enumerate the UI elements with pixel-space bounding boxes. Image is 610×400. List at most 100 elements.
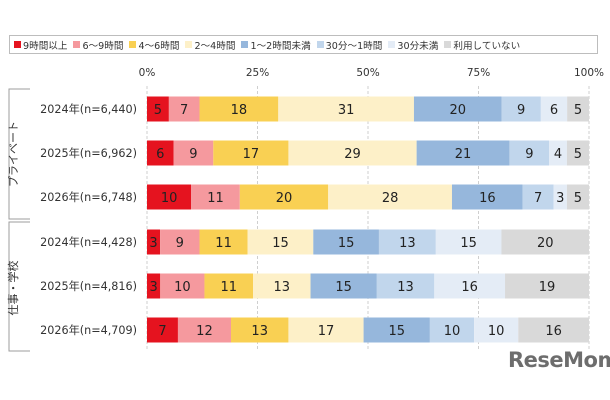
bar-segment bbox=[173, 140, 214, 166]
legend-item: 9時間以上 bbox=[14, 38, 67, 52]
legend-label: 9時間以上 bbox=[23, 40, 68, 52]
data-label: 5 bbox=[574, 191, 582, 206]
legend-item: 30分〜1時間 bbox=[316, 38, 382, 52]
legend-swatch bbox=[241, 41, 249, 48]
data-label: 5 bbox=[574, 103, 582, 118]
legend-swatch bbox=[185, 41, 193, 48]
data-label: 9 bbox=[189, 147, 197, 162]
bar-segment bbox=[160, 229, 200, 255]
bar-segment bbox=[147, 229, 161, 255]
legend-label: 4〜6時間 bbox=[138, 40, 180, 52]
legend-swatch bbox=[388, 41, 396, 48]
bar-segment bbox=[451, 184, 523, 210]
data-label: 16 bbox=[545, 324, 562, 339]
x-tick-label: 0% bbox=[139, 67, 156, 79]
bar-segment bbox=[363, 317, 430, 343]
data-label: 6 bbox=[156, 147, 164, 162]
legend-swatch bbox=[444, 41, 452, 48]
data-label: 16 bbox=[461, 280, 478, 295]
bar-segment bbox=[378, 229, 436, 255]
data-label: 19 bbox=[539, 280, 556, 295]
bar-segment bbox=[549, 140, 567, 166]
legend-swatch bbox=[129, 41, 137, 48]
data-label: 9 bbox=[517, 103, 525, 118]
bar-segment bbox=[413, 96, 502, 122]
data-label: 31 bbox=[338, 103, 355, 118]
data-label: 15 bbox=[335, 280, 352, 295]
group-label: プライベート bbox=[7, 121, 20, 187]
legend-item: 4〜6時間 bbox=[129, 38, 179, 52]
bar-segment bbox=[429, 317, 475, 343]
bar-segment bbox=[310, 273, 377, 299]
data-label: 15 bbox=[272, 236, 289, 251]
data-label: 7 bbox=[158, 324, 166, 339]
x-tick-label: 25% bbox=[246, 67, 269, 79]
data-label: 21 bbox=[455, 147, 472, 162]
bar-segment bbox=[509, 140, 550, 166]
data-label: 3 bbox=[149, 236, 157, 251]
data-label: 28 bbox=[382, 191, 399, 206]
data-label: 7 bbox=[180, 103, 188, 118]
bar-segment bbox=[505, 273, 589, 299]
data-label: 5 bbox=[574, 147, 582, 162]
x-tick-label: 100% bbox=[574, 67, 604, 79]
bar-segment bbox=[567, 96, 589, 122]
row-label: 2026年(n=6,748) bbox=[40, 190, 137, 204]
bar-segment bbox=[278, 96, 414, 122]
data-label: 15 bbox=[338, 236, 355, 251]
legend-item: 利用していない bbox=[444, 38, 520, 52]
legend-label: 2〜4時間 bbox=[194, 40, 236, 52]
data-label: 11 bbox=[220, 280, 237, 295]
bar-segment bbox=[553, 184, 567, 210]
x-tick-label: 50% bbox=[356, 67, 379, 79]
group-bracket bbox=[8, 88, 30, 220]
data-label: 18 bbox=[231, 103, 248, 118]
legend-label: 30分未満 bbox=[397, 40, 439, 52]
bar-segment bbox=[147, 184, 192, 210]
data-label: 5 bbox=[154, 103, 162, 118]
bar-segment bbox=[239, 184, 329, 210]
data-label: 13 bbox=[399, 236, 416, 251]
legend-item: 6〜9時間 bbox=[73, 38, 123, 52]
bar-segment bbox=[147, 273, 161, 299]
bar-segment bbox=[518, 317, 589, 343]
data-label: 10 bbox=[161, 191, 178, 206]
row-label: 2026年(n=4,709) bbox=[40, 323, 137, 337]
bar-segment bbox=[288, 317, 364, 343]
resemom-watermark: ReseMom bbox=[508, 348, 610, 372]
legend-swatch bbox=[316, 41, 324, 48]
bar-segment bbox=[288, 140, 417, 166]
bar-segment bbox=[434, 273, 506, 299]
group-label: 仕事・学校 bbox=[6, 261, 20, 316]
data-label: 12 bbox=[196, 324, 213, 339]
legend-item: 30分未満 bbox=[388, 38, 438, 52]
legend-swatch bbox=[73, 41, 81, 48]
bar-segment bbox=[199, 96, 279, 122]
data-label: 20 bbox=[276, 191, 293, 206]
bar-segment bbox=[501, 96, 541, 122]
bar-segment bbox=[168, 96, 200, 122]
bar-segment bbox=[435, 229, 502, 255]
row-label: 2024年(n=4,428) bbox=[40, 235, 137, 249]
data-label: 15 bbox=[460, 236, 477, 251]
bar-segment bbox=[213, 140, 289, 166]
data-label: 9 bbox=[525, 147, 533, 162]
data-label: 3 bbox=[149, 280, 157, 295]
bar-segment bbox=[522, 184, 554, 210]
legend-label: 利用していない bbox=[453, 40, 521, 52]
bar-segment bbox=[474, 317, 519, 343]
row-label: 2025年(n=4,816) bbox=[40, 279, 137, 293]
row-label: 2024年(n=6,440) bbox=[40, 102, 137, 116]
data-label: 10 bbox=[444, 324, 461, 339]
data-label: 15 bbox=[388, 324, 405, 339]
bar-segment bbox=[204, 273, 254, 299]
bar-segment bbox=[160, 273, 205, 299]
bar-segment bbox=[147, 140, 174, 166]
bar-segment bbox=[328, 184, 452, 210]
bar-segment bbox=[199, 229, 248, 255]
bar-segment bbox=[540, 96, 568, 122]
bar-segment bbox=[501, 229, 589, 255]
bar-segment bbox=[313, 229, 379, 255]
bar-segment bbox=[376, 273, 435, 299]
